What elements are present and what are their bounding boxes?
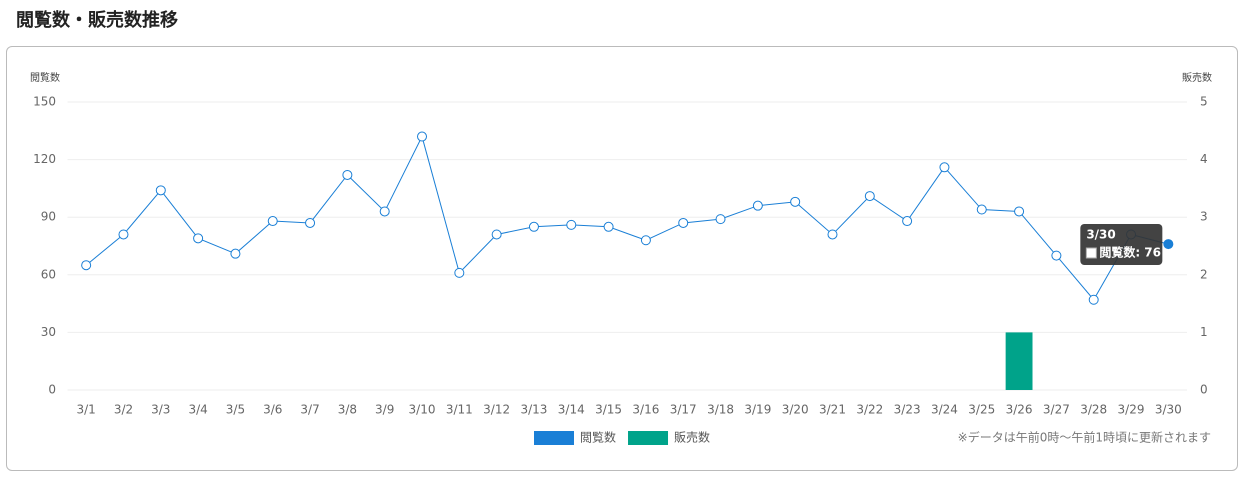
point [715, 214, 726, 225]
point [790, 196, 801, 207]
point [379, 206, 390, 217]
x-tick-label: 3/27 [1043, 403, 1070, 417]
x-tick-label: 3/9 [375, 403, 394, 417]
tooltip-title: 3/30 [1086, 228, 1115, 242]
x-tick-label: 3/20 [782, 403, 809, 417]
point [155, 185, 166, 196]
point [81, 260, 92, 271]
point [417, 131, 428, 142]
page-title: 閲覧数・販売数推移 [16, 10, 178, 31]
x-tick-label: 3/15 [595, 403, 622, 417]
legend-swatch [628, 431, 669, 445]
x-tick-label: 3/25 [968, 403, 995, 417]
x-tick-label: 3/29 [1118, 403, 1145, 417]
x-tick-label: 3/17 [670, 403, 697, 417]
x-tick-label: 3/22 [856, 403, 883, 417]
x-tick-label: 3/7 [300, 403, 319, 417]
x-tick-label: 3/1 [77, 403, 96, 417]
point [230, 248, 241, 259]
x-tick-label: 3/28 [1080, 403, 1107, 417]
point [603, 221, 614, 232]
point [566, 219, 577, 230]
point [827, 229, 838, 240]
y-tick-label: 120 [33, 152, 56, 166]
x-tick-label: 3/10 [409, 403, 436, 417]
x-tick-label: 3/4 [188, 403, 207, 417]
point [454, 267, 465, 278]
x-tick-label: 3/5 [226, 403, 245, 417]
y2-tick-label: 1 [1200, 325, 1208, 339]
x-tick-label: 3/2 [114, 403, 133, 417]
x-tick-label: 3/3 [151, 403, 170, 417]
point [976, 204, 987, 215]
point [193, 233, 204, 244]
x-tick-label: 3/30 [1155, 403, 1182, 417]
tooltip-swatch [1085, 247, 1097, 259]
line [85, 135, 1169, 301]
bar [1005, 332, 1033, 390]
point [864, 191, 875, 202]
point [678, 217, 689, 228]
x-tick-label: 3/19 [744, 403, 771, 417]
point [939, 162, 950, 173]
point [1051, 250, 1062, 261]
x-tick-label: 3/8 [338, 403, 357, 417]
x-tick-label: 3/26 [1006, 403, 1033, 417]
y2-tick-label: 2 [1200, 267, 1208, 281]
point [1014, 206, 1025, 217]
point [1163, 239, 1174, 250]
y-tick-label: 150 [33, 95, 56, 109]
note: ※データは午前0時～午前1時頃に更新されます [958, 430, 1211, 445]
y-tick-label: 0 [48, 383, 56, 397]
x-tick-label: 3/14 [558, 403, 585, 417]
point [902, 216, 913, 227]
y2-tick-label: 5 [1200, 95, 1208, 109]
x-tick-label: 3/12 [483, 403, 510, 417]
point [640, 235, 651, 246]
tooltip-box [1080, 224, 1163, 265]
point [267, 216, 278, 227]
y-tick-label: 30 [41, 325, 56, 339]
y-tick-label: 90 [41, 210, 56, 224]
point [342, 169, 353, 180]
x-tick-label: 3/18 [707, 403, 734, 417]
point [491, 229, 502, 240]
y2-tick-label: 4 [1200, 152, 1208, 166]
chart-card [6, 46, 1238, 471]
x-tick-label: 3/11 [446, 403, 473, 417]
x-tick-label: 3/6 [263, 403, 282, 417]
x-tick-label: 3/13 [520, 403, 547, 417]
y-tick-label: 60 [41, 267, 56, 281]
x-tick-label: 3/21 [819, 403, 846, 417]
point [752, 200, 763, 211]
y2-tick-label: 0 [1200, 383, 1208, 397]
point [305, 217, 316, 228]
point [528, 221, 539, 232]
legend-label: 閲覧数 [580, 430, 616, 445]
y2-axis-label: 販売数 [1182, 71, 1212, 84]
legend-label: 販売数 [674, 430, 710, 445]
point [1088, 294, 1099, 305]
legend-swatch [534, 431, 574, 445]
x-tick-label: 3/16 [632, 403, 659, 417]
tooltip-label: 閲覧数: 76 [1099, 245, 1161, 260]
point [118, 229, 129, 240]
x-tick-label: 3/24 [931, 403, 958, 417]
x-tick-label: 3/23 [894, 403, 921, 417]
y2-tick-label: 3 [1200, 210, 1208, 224]
y-axis-label: 閲覧数 [30, 71, 60, 84]
